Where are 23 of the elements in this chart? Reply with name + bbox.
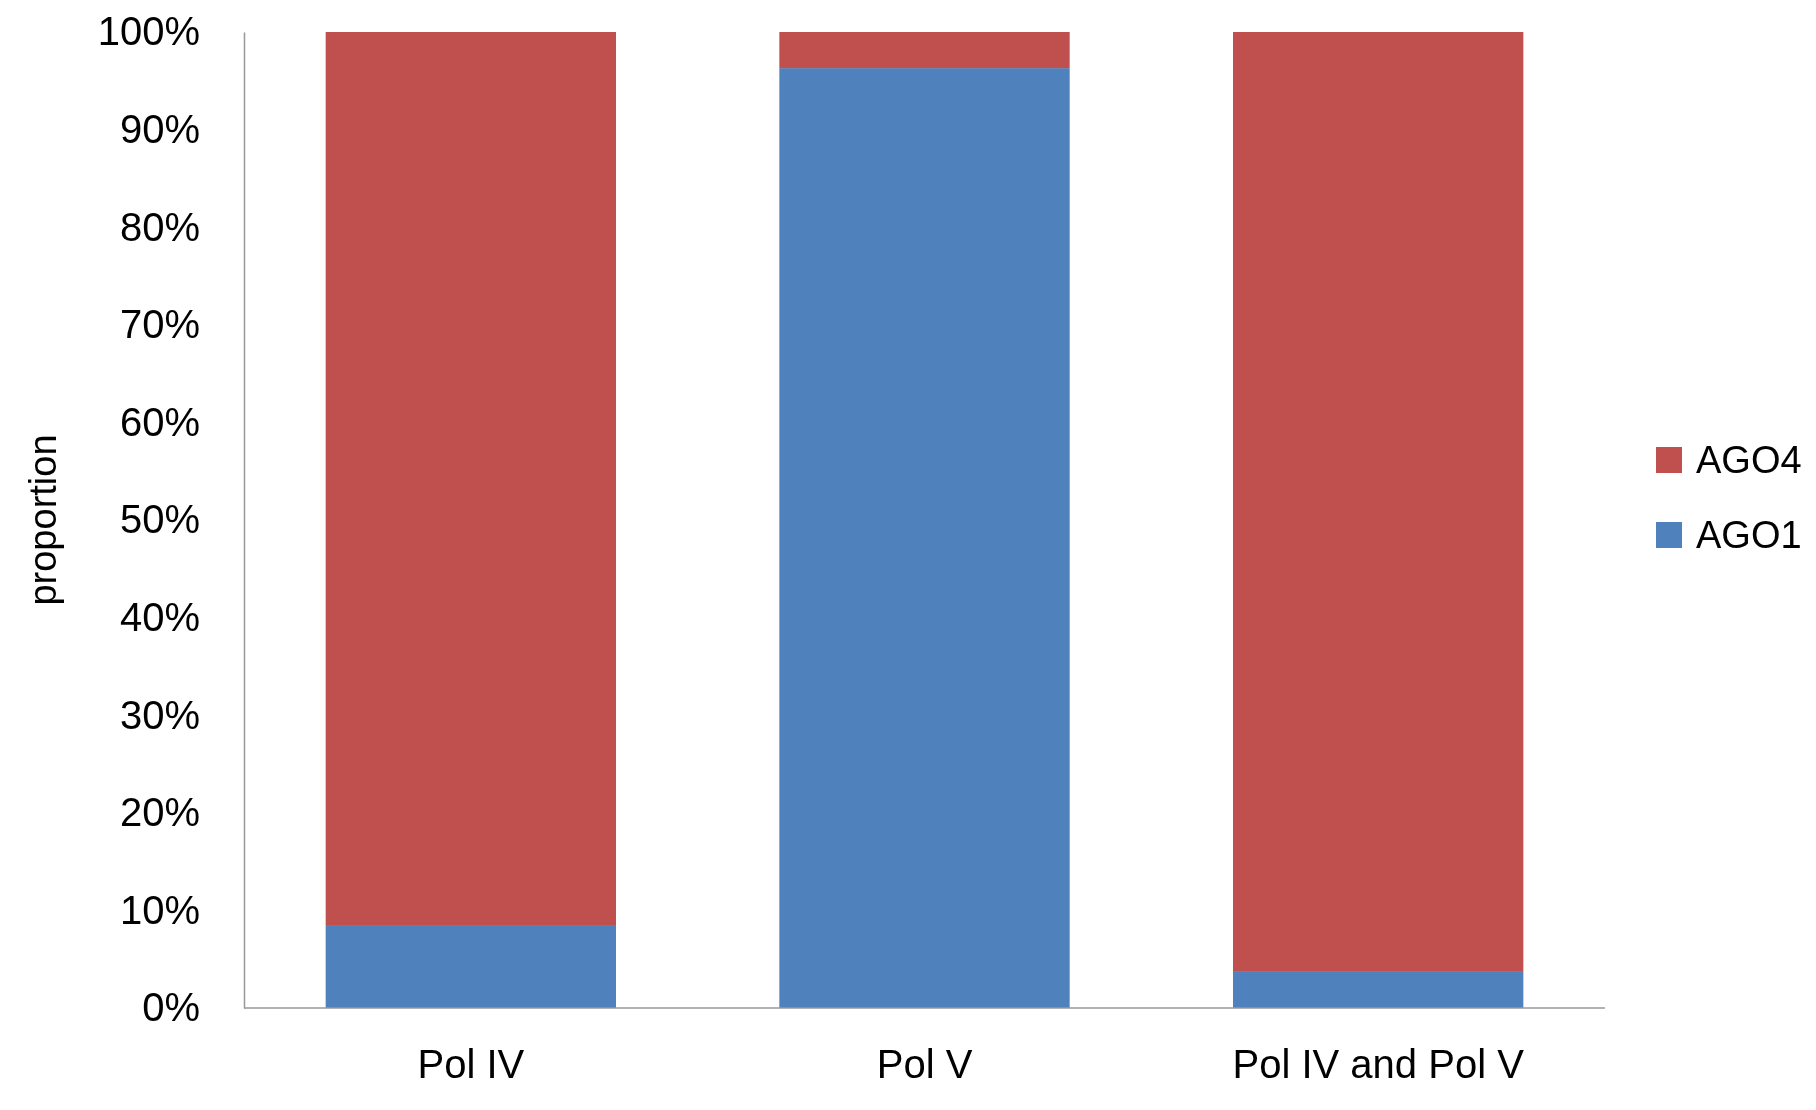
y-tick-label: 100% xyxy=(97,9,200,54)
y-tick-label: 0% xyxy=(142,985,200,1030)
bar xyxy=(325,925,617,1008)
legend-label: AGO4 xyxy=(1696,439,1802,481)
bar xyxy=(1232,971,1524,1008)
y-tick-label: 80% xyxy=(119,204,200,249)
y-tick-label: 30% xyxy=(119,692,200,737)
bar xyxy=(325,32,617,926)
y-tick-label: 60% xyxy=(119,399,200,444)
y-tick-label: 70% xyxy=(119,302,200,347)
y-tick-label: 10% xyxy=(119,887,200,932)
legend-label: AGO1 xyxy=(1696,514,1802,556)
x-tick-label: Pol IV and Pol V xyxy=(1232,1042,1525,1087)
bar xyxy=(779,68,1070,1008)
y-tick-label: 20% xyxy=(119,790,200,835)
y-tick-label: 40% xyxy=(119,594,200,639)
y-tick-label: 90% xyxy=(119,106,200,151)
y-axis-title: proportion xyxy=(22,434,64,606)
x-tick-label: Pol V xyxy=(876,1042,973,1087)
y-tick-label: 50% xyxy=(119,497,200,542)
bar xyxy=(779,32,1070,69)
x-tick-label: Pol IV xyxy=(417,1042,525,1087)
bar xyxy=(1232,32,1524,972)
